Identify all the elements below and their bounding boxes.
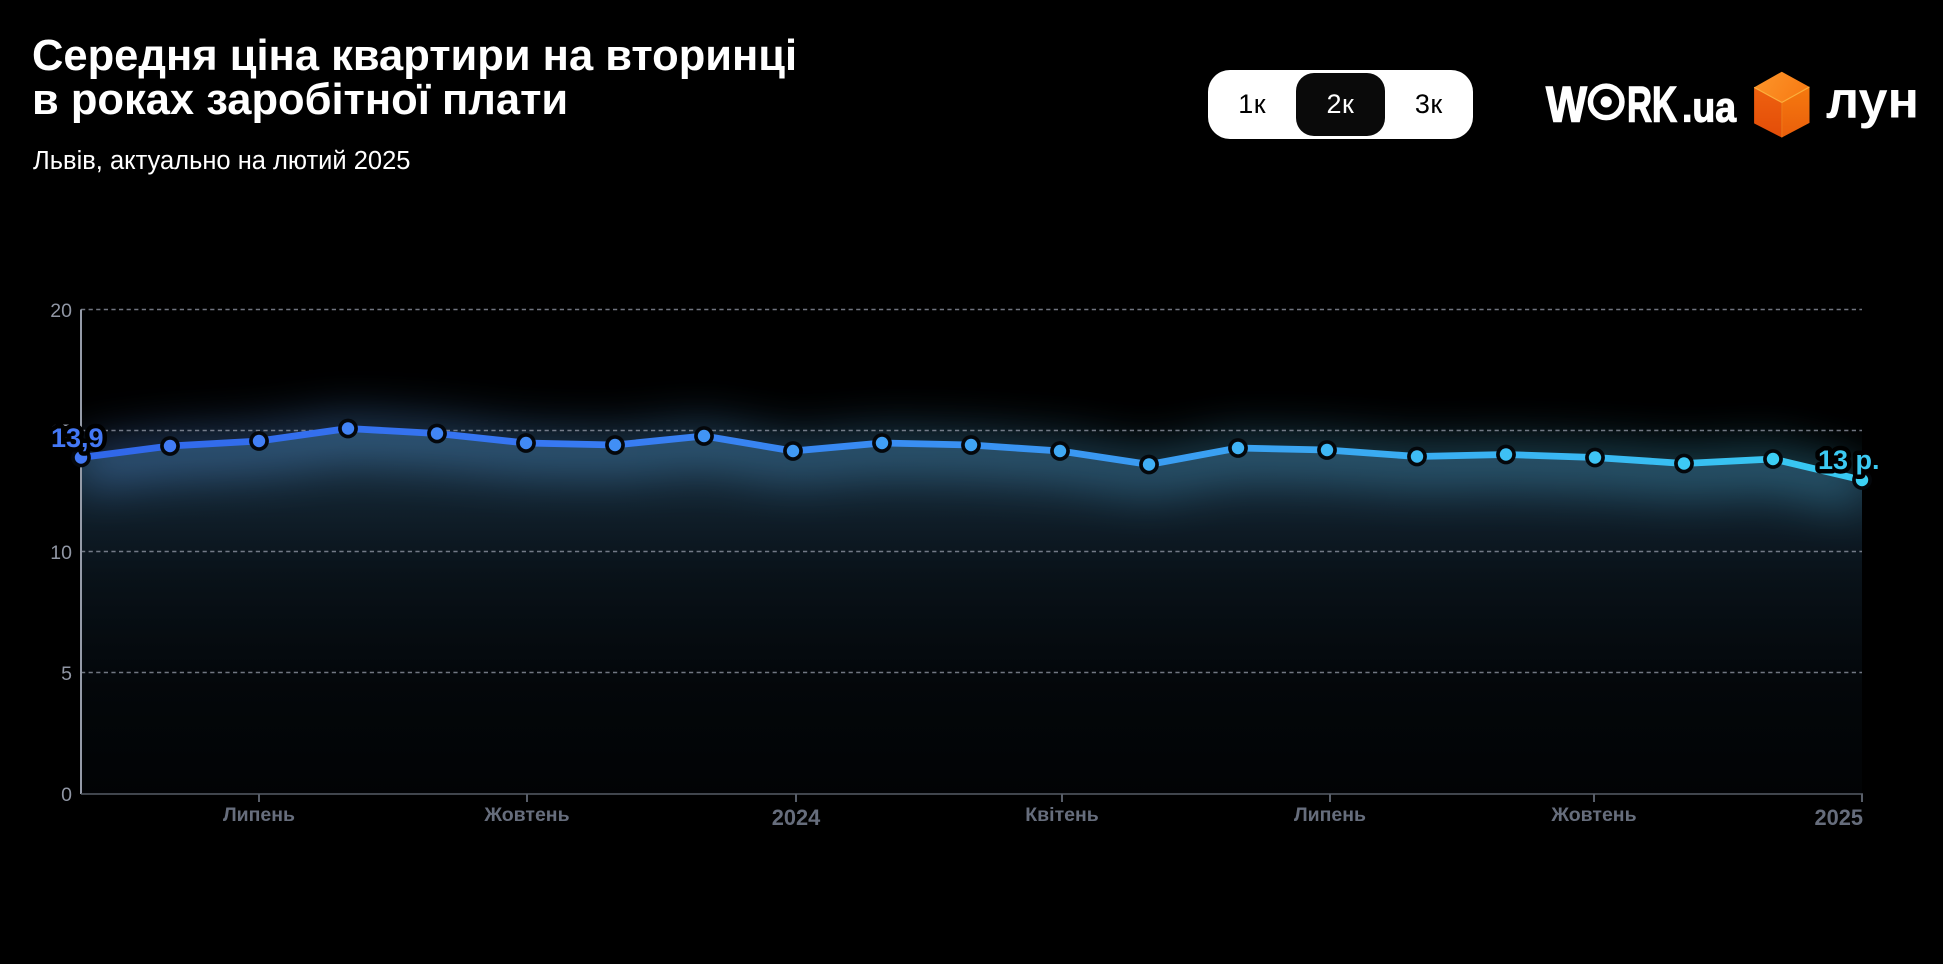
- svg-text:.ua: .ua: [1682, 83, 1737, 130]
- svg-text:2025: 2025: [1815, 805, 1864, 830]
- svg-text:Жовтень: Жовтень: [1550, 804, 1636, 826]
- svg-text:W: W: [1546, 76, 1588, 132]
- svg-text:2024: 2024: [772, 805, 821, 830]
- svg-text:13 р.: 13 р.: [1818, 445, 1880, 475]
- svg-text:Липень: Липень: [1294, 804, 1366, 826]
- svg-text:0: 0: [61, 784, 72, 806]
- svg-text:Квітень: Квітень: [1025, 804, 1098, 826]
- svg-text:5: 5: [61, 663, 72, 685]
- svg-text:лун: лун: [1826, 72, 1919, 130]
- svg-text:15: 15: [50, 421, 72, 443]
- svg-text:Жовтень: Жовтень: [483, 804, 569, 826]
- svg-text:Липень: Липень: [223, 804, 295, 826]
- svg-text:10: 10: [50, 542, 72, 564]
- svg-text:20: 20: [50, 300, 72, 322]
- svg-text:RK: RK: [1627, 76, 1677, 132]
- svg-text:13,9: 13,9: [51, 423, 104, 453]
